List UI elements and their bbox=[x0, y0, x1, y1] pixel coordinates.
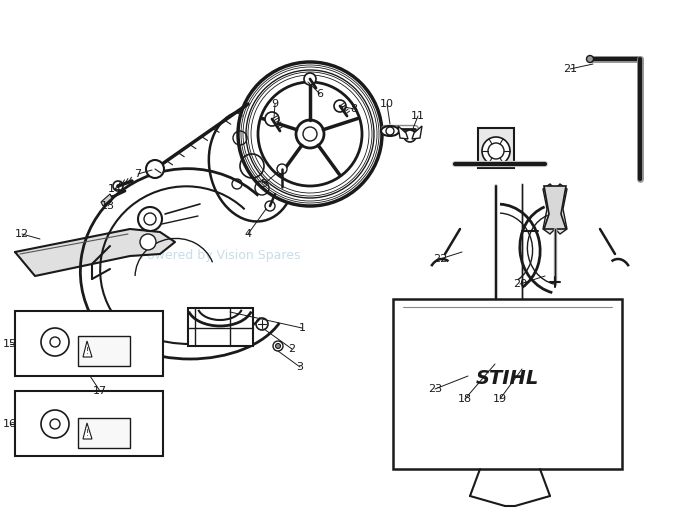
Circle shape bbox=[146, 160, 164, 178]
Text: 21: 21 bbox=[563, 64, 577, 74]
Text: 22: 22 bbox=[433, 254, 447, 264]
Circle shape bbox=[304, 73, 316, 85]
Text: 11: 11 bbox=[411, 111, 425, 121]
Polygon shape bbox=[15, 229, 175, 276]
Text: 19: 19 bbox=[493, 394, 507, 404]
Circle shape bbox=[334, 100, 346, 112]
Circle shape bbox=[113, 181, 123, 191]
Polygon shape bbox=[398, 126, 408, 139]
Text: 2: 2 bbox=[288, 344, 296, 354]
Bar bbox=[393, 299, 622, 469]
Text: 3: 3 bbox=[297, 362, 303, 372]
Circle shape bbox=[265, 112, 279, 126]
Circle shape bbox=[586, 56, 594, 62]
Ellipse shape bbox=[209, 111, 295, 222]
Text: 18: 18 bbox=[458, 394, 472, 404]
Text: 9: 9 bbox=[272, 99, 278, 109]
Text: 16: 16 bbox=[3, 419, 17, 429]
Polygon shape bbox=[83, 341, 92, 357]
Polygon shape bbox=[544, 186, 566, 229]
Text: STIHL: STIHL bbox=[476, 369, 539, 388]
Circle shape bbox=[276, 344, 280, 348]
Polygon shape bbox=[83, 423, 92, 439]
Text: 13: 13 bbox=[101, 201, 115, 211]
Bar bbox=[188, 308, 253, 346]
Ellipse shape bbox=[381, 126, 399, 136]
Bar bbox=[15, 391, 163, 456]
Circle shape bbox=[41, 410, 69, 438]
Circle shape bbox=[482, 137, 510, 165]
Text: 10: 10 bbox=[380, 99, 394, 109]
Polygon shape bbox=[412, 126, 422, 139]
Circle shape bbox=[404, 130, 416, 142]
Text: 14: 14 bbox=[108, 184, 122, 194]
Circle shape bbox=[238, 62, 382, 206]
Polygon shape bbox=[543, 184, 567, 234]
Circle shape bbox=[140, 234, 156, 250]
Bar bbox=[78, 336, 130, 366]
Circle shape bbox=[296, 120, 324, 148]
Text: 20: 20 bbox=[513, 279, 527, 289]
Text: 6: 6 bbox=[317, 89, 324, 99]
Polygon shape bbox=[101, 194, 112, 206]
Text: 12: 12 bbox=[15, 229, 29, 239]
Text: Powered by Vision Spares: Powered by Vision Spares bbox=[140, 249, 300, 263]
Bar bbox=[15, 311, 163, 376]
Circle shape bbox=[265, 201, 275, 211]
Text: 17: 17 bbox=[93, 386, 107, 396]
Text: 8: 8 bbox=[350, 104, 358, 114]
Circle shape bbox=[492, 415, 500, 423]
Circle shape bbox=[277, 164, 287, 174]
Text: 1: 1 bbox=[299, 323, 305, 333]
Text: 15: 15 bbox=[3, 339, 17, 349]
Text: 5: 5 bbox=[260, 179, 268, 189]
Text: 4: 4 bbox=[245, 229, 251, 239]
Bar bbox=[478, 128, 514, 168]
Text: 7: 7 bbox=[134, 169, 142, 179]
Text: !: ! bbox=[86, 347, 88, 356]
Circle shape bbox=[41, 328, 69, 356]
Circle shape bbox=[519, 406, 525, 412]
Bar bbox=[78, 418, 130, 448]
Text: !: ! bbox=[86, 430, 88, 439]
Text: 23: 23 bbox=[428, 384, 442, 394]
